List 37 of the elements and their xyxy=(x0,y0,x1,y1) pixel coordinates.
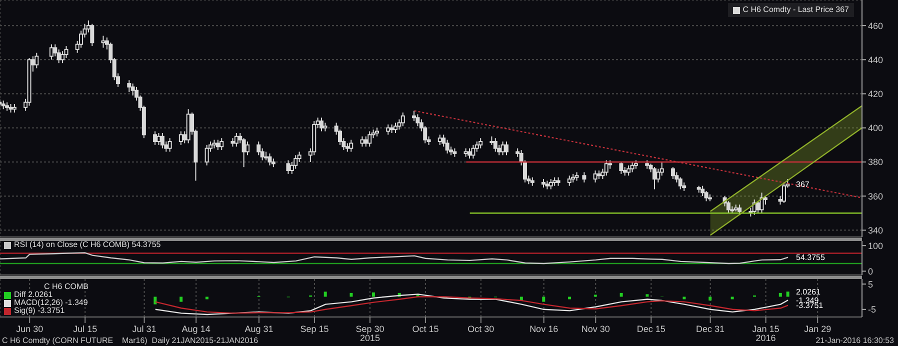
x-tick-label: Dec 31 xyxy=(696,324,725,334)
legend-label: C H6 Comdty - Last Price 367 xyxy=(742,5,849,14)
x-tick-label: Jun 30 xyxy=(16,324,44,334)
x-tick-label: Jan 29 xyxy=(804,324,832,334)
y-tick-label: 440 xyxy=(868,54,884,65)
annotation: 367 xyxy=(796,180,810,189)
y-tick-label: 400 xyxy=(868,123,884,134)
y-tick-label: 420 xyxy=(868,88,884,99)
y-tick-label: 0 xyxy=(868,266,874,276)
text: 21-Jan-2016 16:30:53 xyxy=(816,336,894,345)
y-tick-label: 5 xyxy=(868,279,874,290)
x-tick-label: Dec 15 xyxy=(636,324,666,334)
y-tick-label: 360 xyxy=(868,191,884,202)
x-tick-label: Jul 31 xyxy=(132,324,156,334)
y-tick-label: 340 xyxy=(868,225,884,236)
x-tick-label: Jan 15 2016 xyxy=(752,324,780,343)
annotation: 54.3755 xyxy=(796,253,826,262)
legend-label: Diff 2.0261 xyxy=(14,290,53,299)
x-tick-label: Aug 31 xyxy=(244,324,274,334)
legend-label: RSI (14) on Close (C H6 COMB) 54.3755 xyxy=(14,240,161,249)
y-tick-label: -5 xyxy=(868,304,876,315)
y-tick-label: 460 xyxy=(868,20,884,31)
x-tick-label: Oct 15 xyxy=(412,324,439,334)
x-tick-label: Aug 14 xyxy=(182,324,210,334)
x-tick-label: Oct 30 xyxy=(468,324,494,334)
text: C H6 Comdty (CORN FUTURE Mar16) Daily 21JAN2015-21JAN2016 xyxy=(2,336,258,345)
legend-label: Sig(9) -3.3751 xyxy=(14,306,65,315)
x-tick-label: Nov 16 xyxy=(530,324,558,334)
legend-title: C H6 COMB xyxy=(44,282,88,291)
x-tick-label: Sep 30 2015 xyxy=(356,324,384,343)
x-tick-label: Jul 15 xyxy=(73,324,98,334)
x-tick-label: Nov 30 xyxy=(581,324,610,334)
x-tick-label: Sep 15 xyxy=(300,324,329,334)
y-tick-label: 100 xyxy=(868,240,884,251)
annotation: 2.0261 xyxy=(796,287,822,296)
y-tick-label: 380 xyxy=(868,157,884,168)
legend-label: MACD(12,26) -1.349 xyxy=(14,298,88,307)
